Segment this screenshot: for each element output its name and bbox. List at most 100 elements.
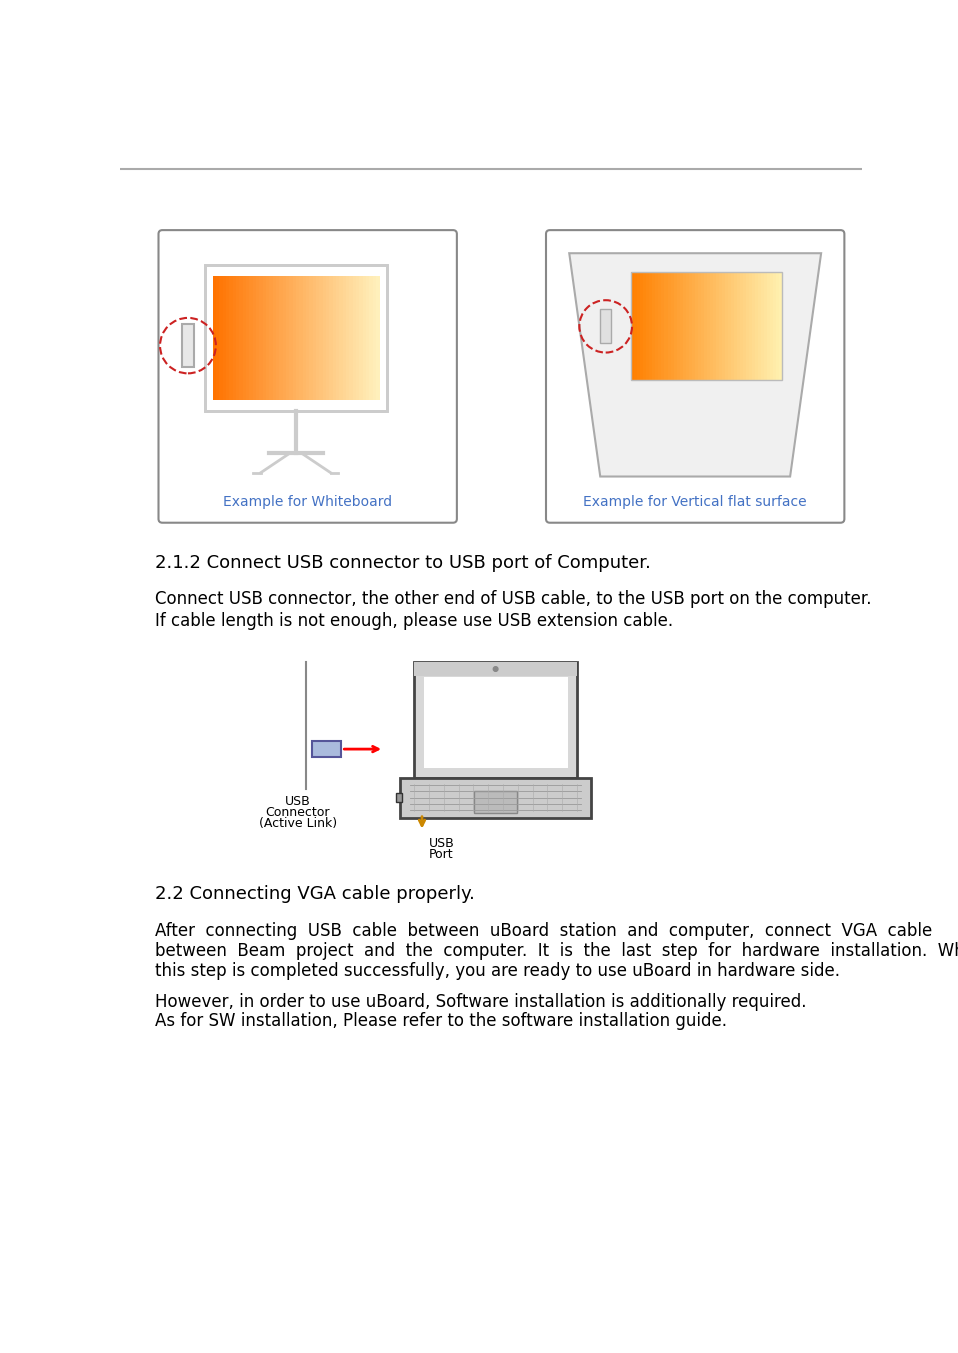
Bar — [219, 276, 223, 399]
Bar — [474, 792, 517, 813]
Bar — [414, 662, 577, 676]
Text: Example for Vertical flat surface: Example for Vertical flat surface — [583, 495, 807, 509]
Bar — [640, 272, 644, 380]
Bar — [755, 272, 759, 380]
Text: 2.2 Connecting VGA cable properly.: 2.2 Connecting VGA cable properly. — [154, 885, 474, 904]
Text: between  Beam  project  and  the  computer.  It  is  the  last  step  for  hardw: between Beam project and the computer. I… — [154, 943, 958, 961]
Bar — [359, 276, 363, 399]
Bar — [293, 276, 297, 399]
Bar — [300, 276, 304, 399]
Bar — [692, 272, 696, 380]
Bar — [668, 272, 672, 380]
Bar — [256, 276, 261, 399]
Circle shape — [493, 667, 498, 671]
Text: Port: Port — [429, 848, 454, 861]
Bar — [182, 325, 194, 367]
Bar — [673, 272, 677, 380]
Bar — [650, 272, 653, 380]
Bar — [396, 793, 401, 802]
Bar — [350, 276, 354, 399]
Bar — [752, 272, 756, 380]
Bar — [770, 272, 774, 380]
Bar — [414, 662, 577, 778]
Bar — [339, 276, 344, 399]
Bar — [718, 272, 722, 380]
Bar — [644, 272, 648, 380]
Bar — [296, 276, 300, 399]
Bar — [289, 276, 293, 399]
Bar — [686, 272, 690, 380]
Bar — [240, 276, 243, 399]
Bar — [652, 272, 656, 380]
Bar — [710, 272, 714, 380]
Bar — [205, 265, 387, 411]
Text: (Active Link): (Active Link) — [259, 817, 337, 829]
Bar — [353, 276, 356, 399]
Bar — [226, 276, 230, 399]
Text: After  connecting  USB  cable  between  uBoard  station  and  computer,  connect: After connecting USB cable between uBoar… — [154, 923, 932, 940]
Bar — [655, 272, 659, 380]
Bar — [330, 276, 333, 399]
Bar — [679, 272, 683, 380]
Text: this step is completed successfully, you are ready to use uBoard in hardware sid: this step is completed successfully, you… — [154, 962, 839, 981]
Bar — [704, 272, 708, 380]
Bar — [762, 272, 765, 380]
Text: As for SW installation, Please refer to the software installation guide.: As for SW installation, Please refer to … — [154, 1012, 726, 1030]
Bar — [283, 276, 286, 399]
Bar — [647, 272, 650, 380]
Bar — [697, 272, 701, 380]
Bar — [312, 276, 317, 399]
Bar — [363, 276, 367, 399]
Bar — [423, 678, 568, 769]
Bar — [249, 276, 254, 399]
Text: Connector: Connector — [265, 806, 331, 819]
Bar — [303, 276, 307, 399]
Bar — [634, 272, 638, 380]
Bar — [658, 272, 662, 380]
Bar — [601, 310, 611, 344]
Bar — [332, 276, 337, 399]
Bar — [780, 272, 783, 380]
Bar — [273, 276, 277, 399]
Bar — [734, 272, 738, 380]
Bar — [758, 272, 762, 380]
Bar — [229, 276, 234, 399]
Bar — [737, 272, 741, 380]
Bar — [746, 272, 750, 380]
Bar — [689, 272, 693, 380]
Bar — [716, 272, 719, 380]
Bar — [253, 276, 257, 399]
Bar — [700, 272, 704, 380]
Bar — [741, 272, 743, 380]
Bar — [376, 276, 380, 399]
Bar — [266, 276, 270, 399]
Text: However, in order to use uBoard, Software installation is additionally required.: However, in order to use uBoard, Softwar… — [154, 993, 806, 1011]
Bar — [316, 276, 320, 399]
Bar — [665, 272, 669, 380]
Bar — [400, 778, 591, 817]
Bar — [276, 276, 280, 399]
Bar — [370, 276, 374, 399]
Bar — [683, 272, 687, 380]
Bar — [366, 276, 370, 399]
Bar — [246, 276, 250, 399]
Bar — [728, 272, 732, 380]
Bar — [671, 272, 674, 380]
Text: Connect USB connector, the other end of USB cable, to the USB port on the comput: Connect USB connector, the other end of … — [154, 590, 871, 609]
Bar — [213, 276, 217, 399]
Bar — [286, 276, 290, 399]
Bar — [242, 276, 247, 399]
Bar — [773, 272, 777, 380]
Bar — [343, 276, 347, 399]
Bar — [695, 272, 698, 380]
Bar — [661, 272, 665, 380]
Bar — [323, 276, 327, 399]
Bar — [346, 276, 351, 399]
FancyBboxPatch shape — [158, 230, 457, 522]
Bar — [731, 272, 735, 380]
Text: Example for Whiteboard: Example for Whiteboard — [223, 495, 392, 509]
Bar — [356, 276, 360, 399]
Text: USB: USB — [428, 838, 454, 850]
Bar — [309, 276, 313, 399]
Bar — [326, 276, 331, 399]
